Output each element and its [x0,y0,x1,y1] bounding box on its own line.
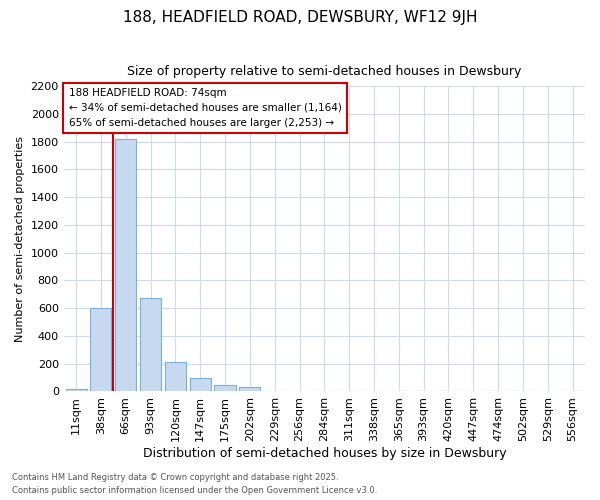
Title: Size of property relative to semi-detached houses in Dewsbury: Size of property relative to semi-detach… [127,65,521,78]
Bar [140,298,161,392]
Bar [190,378,211,392]
Bar [239,386,260,392]
Bar [165,362,186,392]
Text: 188 HEADFIELD ROAD: 74sqm
← 34% of semi-detached houses are smaller (1,164)
65% : 188 HEADFIELD ROAD: 74sqm ← 34% of semi-… [68,88,341,128]
Bar [115,139,136,392]
Y-axis label: Number of semi-detached properties: Number of semi-detached properties [15,136,25,342]
Bar [91,308,112,392]
Bar [65,388,86,392]
Text: 188, HEADFIELD ROAD, DEWSBURY, WF12 9JH: 188, HEADFIELD ROAD, DEWSBURY, WF12 9JH [123,10,477,25]
X-axis label: Distribution of semi-detached houses by size in Dewsbury: Distribution of semi-detached houses by … [143,447,506,460]
Bar [214,385,236,392]
Text: Contains HM Land Registry data © Crown copyright and database right 2025.
Contai: Contains HM Land Registry data © Crown c… [12,474,377,495]
